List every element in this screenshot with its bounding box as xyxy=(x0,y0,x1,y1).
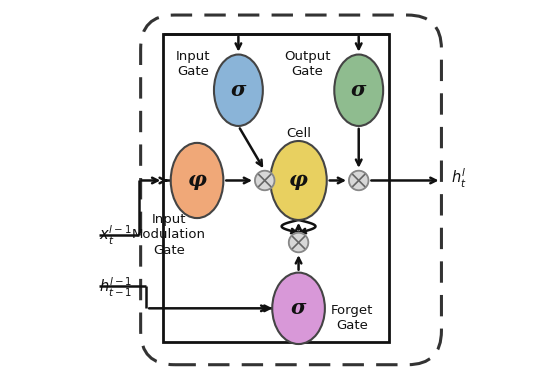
Text: σ: σ xyxy=(231,80,246,100)
Text: φ: φ xyxy=(188,170,206,191)
Circle shape xyxy=(255,171,274,190)
Text: Cell: Cell xyxy=(286,127,311,140)
Text: $x_t^{l-1}$: $x_t^{l-1}$ xyxy=(99,223,132,247)
Ellipse shape xyxy=(214,55,263,126)
Text: φ: φ xyxy=(289,170,308,191)
Text: Forget
Gate: Forget Gate xyxy=(331,304,373,332)
Circle shape xyxy=(349,171,369,190)
Text: $h_{t-1}^{l-1}$: $h_{t-1}^{l-1}$ xyxy=(99,276,132,299)
Text: σ: σ xyxy=(351,80,367,100)
Ellipse shape xyxy=(335,55,383,126)
Text: Output
Gate: Output Gate xyxy=(284,50,331,78)
Text: Input
Gate: Input Gate xyxy=(176,50,210,78)
Circle shape xyxy=(289,233,309,252)
Text: Input
Modulation
Gate: Input Modulation Gate xyxy=(132,214,206,256)
Ellipse shape xyxy=(171,143,224,218)
Text: σ: σ xyxy=(291,298,306,318)
Ellipse shape xyxy=(270,141,327,220)
Ellipse shape xyxy=(272,273,325,344)
Bar xyxy=(163,34,389,342)
Text: $h_t^l$: $h_t^l$ xyxy=(451,167,466,190)
